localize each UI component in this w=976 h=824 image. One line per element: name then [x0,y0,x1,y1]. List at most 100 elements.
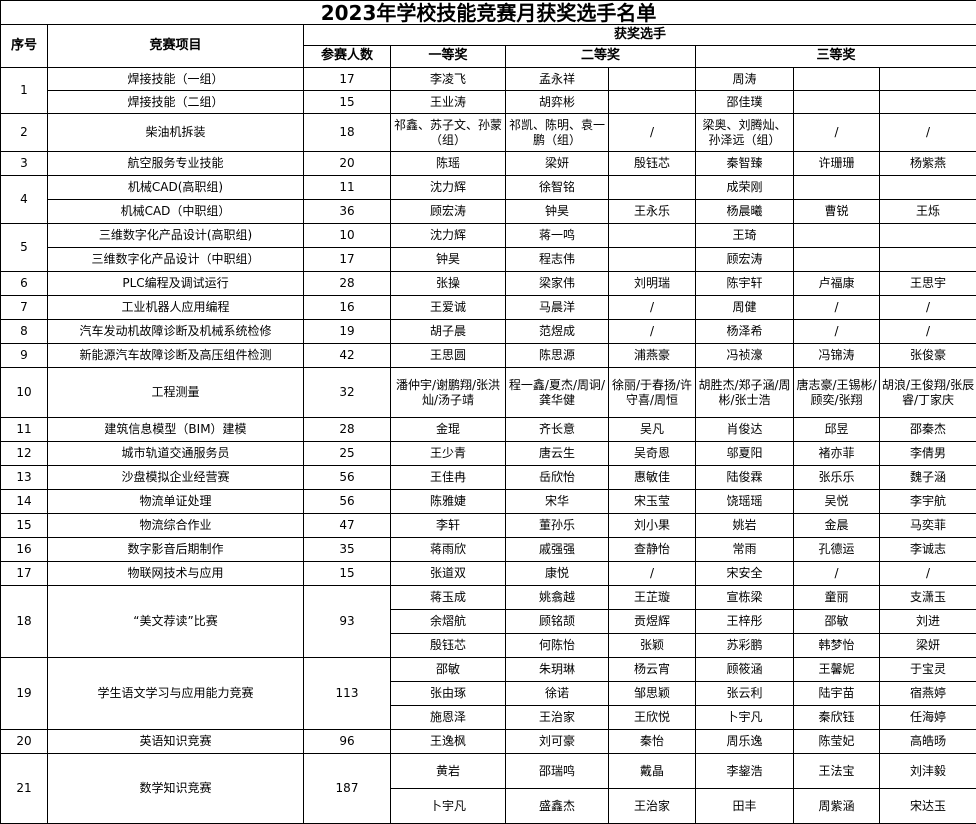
winner-cell-second-1: 姚翕越 [505,585,609,610]
winner-cell-second-1: 顾铭颉 [505,609,609,634]
winner-cell-third-2: 邱昱 [793,417,880,442]
winner-cell-third-1: 宋安全 [695,561,794,586]
winner-cell-third-3 [878,247,976,272]
table-row: 机械CAD（中职组） 36 顾宏涛 钟昊 王永乐 杨晨曦 曹锐 王烁 [1,199,976,224]
winner-cell-second-2: 张颖 [608,633,696,658]
table-row: 施恩泽 王治家 王欣悦 卜宇凡 秦欣钰 任海婷 [1,705,976,730]
winner-cell-third-1: 王梓彤 [695,609,794,634]
winner-cell-third-3: 胡浪/王俊翔/张辰睿/丁家庆 [878,367,976,418]
participants-cell: 17 [303,247,391,272]
winner-cell-second-2: 查静怡 [608,537,696,562]
winner-cell-third-1: 姚岩 [695,513,794,538]
participants-cell: 17 [303,67,391,91]
project-cell: 机械CAD（中职组） [47,199,304,224]
winner-cell-second-1: 盛鑫杰 [505,788,609,824]
winner-cell-second-2: 吴奇恩 [608,441,696,466]
winner-cell-first: 王佳冉 [390,465,506,490]
table-row: 5 三维数字化产品设计(高职组) 10 沈力辉 蒋一鸣 王琦 [0,223,976,272]
winner-cell-second-1: 岳欣怡 [505,465,609,490]
winner-cell-second-2: 秦怡 [608,729,696,754]
project-cell: 学生语文学习与应用能力竞赛 [47,657,304,730]
winner-cell-second-2: 贡煜辉 [608,609,696,634]
winner-cell-third-3: 李宇航 [878,489,976,514]
winner-cell-first: 李轩 [390,513,506,538]
project-cell: 焊接技能（二组） [47,90,304,114]
winner-cell-third-2: 孔德运 [793,537,880,562]
serial-cell: 19 [0,657,48,730]
winner-cell-third-3: 邵秦杰 [878,417,976,442]
table-row: 3 航空服务专业技能 20 陈瑶 梁妍 殷钰芯 秦智臻 许珊珊 杨紫燕 [0,151,976,176]
project-cell: 数字影音后期制作 [47,537,304,562]
participants-cell: 10 [303,223,391,248]
winner-cell-second-1: 祁凯、陈明、袁一鹏（组） [505,113,609,152]
winner-cell-third-3: 宿燕婷 [878,681,976,706]
winner-cell-third-3: / [878,319,976,344]
winner-cell-first: 沈力辉 [390,223,506,248]
winner-cell-first: 施恩泽 [390,705,506,730]
winner-cell-third-2: 王法宝 [793,753,880,789]
table-row: 余熠航 顾铭颉 贡煜辉 王梓彤 邵敏 刘进 [1,609,976,634]
participants-cell: 28 [303,417,391,442]
winner-cell-third-3: 于宝灵 [878,657,976,682]
winner-cell-third-3: 李诚志 [878,537,976,562]
winner-cell-first: 王思圆 [390,343,506,368]
table-row: 17 物联网技术与应用 15 张道双 康悦 / 宋安全 / / [0,561,976,586]
winner-cell-first: 邵敏 [390,657,506,682]
winner-cell-third-3: 杨紫燕 [878,151,976,176]
winner-cell-second-2 [608,67,696,91]
winner-cell-third-2: 卢福康 [793,271,880,296]
winner-cell-third-2: 秦欣钰 [793,705,880,730]
winner-cell-third-1: 秦智臻 [695,151,794,176]
table-row: 张由琢 徐诺 邹思颖 张云利 陆宇苗 宿燕婷 [1,681,976,706]
winner-cell-first: 张道双 [390,561,506,586]
winner-cell-second-1: 徐诺 [505,681,609,706]
winner-cell-third-2 [793,67,880,91]
winner-cell-third-1: 田丰 [695,788,794,824]
table-row: 19 学生语文学习与应用能力竞赛 113 邵敏 朱玥琳 杨云宵 顾筱涵 王馨妮 于宝灵 [0,657,976,730]
winner-cell-second-2: / [608,113,696,152]
project-cell: 英语知识竞赛 [47,729,304,754]
serial-cell: 14 [0,489,48,514]
winner-cell-third-2: 唐志豪/王锡彬/顾奕/张翔 [793,367,880,418]
winner-cell-third-1: 顾宏涛 [695,247,794,272]
table-row: 8 汽车发动机故障诊断及机械系统检修 19 胡子晨 范煜成 / 杨泽希 / / [0,319,976,344]
header-row-1: 序号 竞赛项目 获奖选手 [0,24,976,68]
serial-cell: 9 [0,343,48,368]
table-row: 12 城市轨道交通服务员 25 王少青 唐云生 吴奇恩 邬夏阳 褚亦菲 李倩男 [0,441,976,466]
winner-cell-third-1: 饶瑶瑶 [695,489,794,514]
participants-cell: 113 [303,657,391,730]
project-cell: 焊接技能（一组） [47,67,304,91]
winner-cell-second-2 [608,175,696,200]
participants-cell: 15 [303,90,391,114]
winner-cell-second-2 [608,247,696,272]
table-row: 2 柴油机拆装 18 祁鑫、苏子文、孙蒙（组） 祁凯、陈明、袁一鹏（组） / 梁奥、刘腾灿、… [0,113,976,152]
winner-cell-third-3: 魏子涵 [878,465,976,490]
serial-cell: 20 [0,729,48,754]
participants-cell: 11 [303,175,391,200]
serial-cell: 3 [0,151,48,176]
winner-cell-first: 王爱诚 [390,295,506,320]
winner-cell-third-3: / [878,295,976,320]
winner-cell-third-3: 王思宇 [878,271,976,296]
winner-cell-third-3: 宋达玉 [878,788,976,824]
winner-cell-third-1: 冯祯濠 [695,343,794,368]
serial-cell: 16 [0,537,48,562]
participants-cell: 28 [303,271,391,296]
table-row: 三维数字化产品设计（中职组） 17 钟昊 程志伟 顾宏涛 [1,247,976,272]
participants-cell: 15 [303,561,391,586]
serial-cell: 8 [0,319,48,344]
winner-cell-third-1: 宣栋梁 [695,585,794,610]
project-cell: 柴油机拆装 [47,113,304,152]
winner-cell-first: 蒋雨欣 [390,537,506,562]
winner-cell-third-1: 陈宇轩 [695,271,794,296]
winner-cell-third-3 [878,90,976,114]
winner-cell-third-2: 邵敏 [793,609,880,634]
winner-cell-third-2: / [793,295,880,320]
winner-cell-second-1: 蒋一鸣 [505,223,609,248]
serial-cell: 18 [0,585,48,658]
project-cell: 物联网技术与应用 [47,561,304,586]
winner-cell-first: 王少青 [390,441,506,466]
winner-cell-third-2 [793,175,880,200]
winner-cell-second-2 [608,90,696,114]
